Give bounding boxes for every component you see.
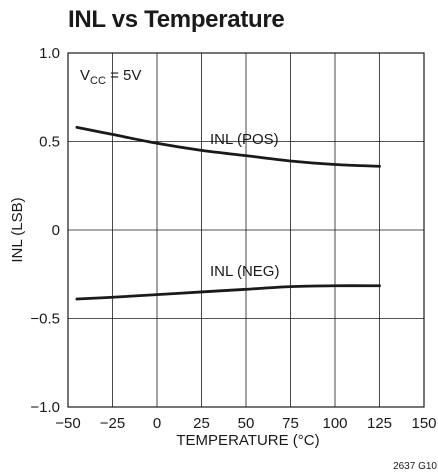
x-tick-label: −25 (100, 415, 125, 432)
y-tick-label: 0 (52, 222, 60, 239)
x-tick-labels: −50 −25 0 25 50 75 100 125 150 (55, 415, 436, 432)
y-tick-labels: 1.0 0.5 0 −0.5 −1.0 (30, 45, 60, 416)
y-tick-label: −0.5 (30, 311, 60, 328)
series-line-inl-pos (75, 125, 381, 168)
x-tick-label: 100 (322, 415, 347, 432)
x-tick-label: 125 (367, 415, 392, 432)
figure-id: 2637 G10 (393, 461, 437, 472)
y-tick-label: −1.0 (30, 399, 60, 416)
chart-title: INL vs Temperature (68, 6, 285, 33)
y-tick-label: 1.0 (39, 45, 60, 62)
x-tick-label: −50 (55, 415, 80, 432)
plot-frame (67, 52, 425, 408)
x-tick-label: 75 (282, 415, 299, 432)
y-axis-label: INL (LSB) (9, 197, 26, 262)
vcc-annotation-value: = 5V (106, 67, 141, 84)
x-tick-label: 150 (411, 415, 436, 432)
series-lines (75, 125, 381, 301)
x-tick-label: 0 (153, 415, 161, 432)
vcc-annotation: VCC = 5V (80, 67, 141, 87)
y-tick-label: 0.5 (39, 134, 60, 151)
series-line-inl-neg (75, 284, 381, 301)
series-label-inl-neg: INL (NEG) (210, 263, 279, 280)
x-tick-label: 25 (193, 415, 210, 432)
series-label-inl-pos: INL (POS) (210, 131, 279, 148)
x-axis-label: TEMPERATURE (°C) (176, 432, 319, 449)
vcc-annotation-label: V (80, 67, 90, 84)
grid-lines (68, 53, 424, 407)
x-tick-label: 50 (238, 415, 255, 432)
vcc-annotation-subscript: CC (90, 75, 106, 87)
